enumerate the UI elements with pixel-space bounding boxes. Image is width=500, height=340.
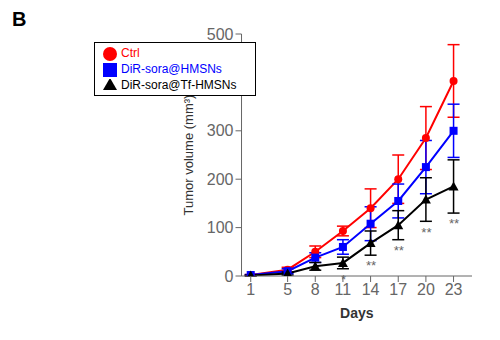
svg-text:8: 8 bbox=[311, 281, 320, 298]
svg-text:Tumor volume (mm³): Tumor volume (mm³) bbox=[181, 95, 196, 216]
svg-text:400: 400 bbox=[207, 74, 234, 91]
svg-text:300: 300 bbox=[207, 122, 234, 139]
svg-text:*: * bbox=[340, 272, 346, 287]
svg-text:**: ** bbox=[366, 258, 377, 273]
svg-text:5: 5 bbox=[283, 281, 292, 298]
svg-text:17: 17 bbox=[389, 281, 407, 298]
svg-text:100: 100 bbox=[207, 219, 234, 236]
svg-text:**: ** bbox=[448, 216, 459, 231]
svg-text:0: 0 bbox=[225, 268, 234, 285]
svg-text:500: 500 bbox=[207, 26, 234, 43]
svg-text:20: 20 bbox=[417, 281, 435, 298]
svg-text:Days: Days bbox=[340, 305, 374, 321]
svg-text:**: ** bbox=[421, 225, 432, 240]
svg-text:23: 23 bbox=[445, 281, 463, 298]
svg-text:200: 200 bbox=[207, 171, 234, 188]
svg-text:14: 14 bbox=[362, 281, 380, 298]
svg-text:1: 1 bbox=[246, 281, 255, 298]
svg-text:**: ** bbox=[393, 243, 404, 258]
